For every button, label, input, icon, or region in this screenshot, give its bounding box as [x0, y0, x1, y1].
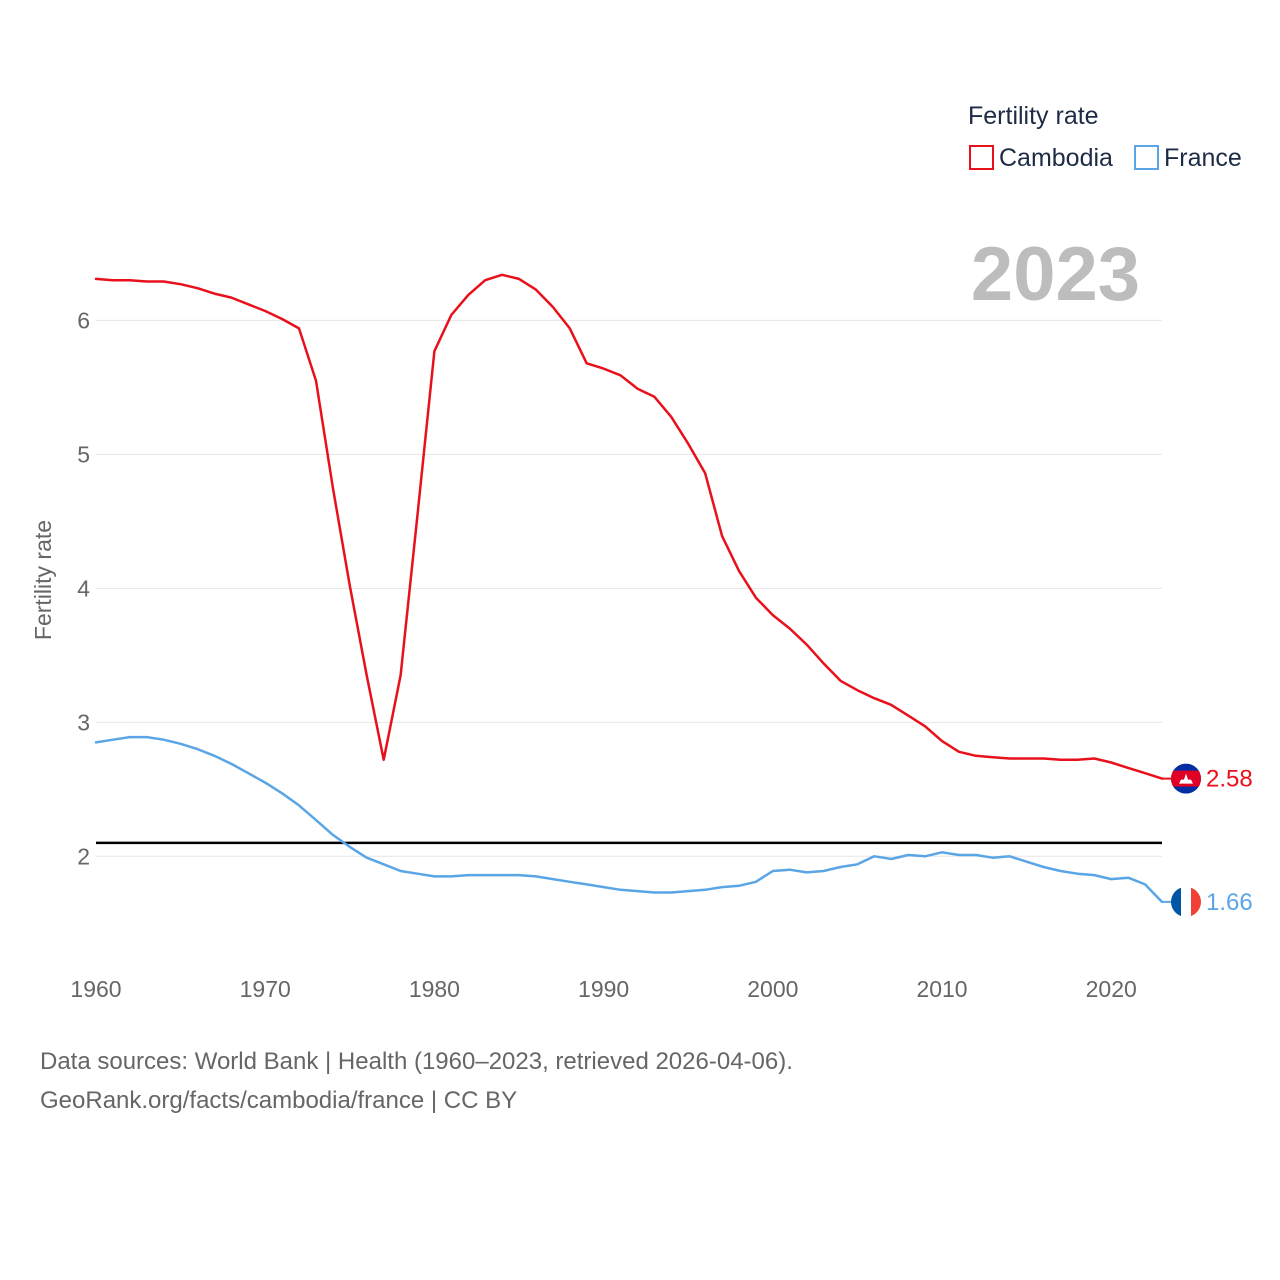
legend-label-cambodia: Cambodia	[999, 144, 1113, 172]
legend-title: Fertility rate	[968, 102, 1099, 130]
year-display: 2023	[971, 232, 1140, 317]
series-line-france[interactable]	[94, 735, 1164, 904]
y-tick-label: 3	[77, 709, 90, 735]
fertility-chart: 2 3 4 5 6 1960 1970 1980 1990 2000 2010 2020 Ferti…	[30, 102, 1253, 1002]
legend-swatch-france	[1134, 145, 1159, 170]
y-tick-label: 5	[77, 441, 90, 467]
y-axis-ticks: 2 3 4 5 6	[77, 307, 90, 869]
france-flag-icon	[1162, 886, 1201, 917]
legend-label-france: France	[1164, 144, 1242, 172]
cambodia-flag-icon	[1162, 763, 1201, 794]
series-lines	[94, 273, 1164, 904]
x-tick-label: 1980	[409, 976, 460, 1002]
y-tick-label: 4	[77, 575, 90, 601]
x-tick-label: 1990	[578, 976, 629, 1002]
credit-link[interactable]: GeoRank.org/facts/cambodia/france | CC B…	[40, 1087, 518, 1114]
series-end-markers: 2.58 1.66	[1162, 763, 1253, 917]
grid-lines	[96, 319, 1162, 857]
x-tick-label: 1970	[240, 976, 291, 1002]
x-tick-label: 1960	[70, 976, 121, 1002]
y-tick-label: 2	[77, 843, 90, 869]
series-line-cambodia[interactable]	[94, 273, 1164, 780]
x-tick-label: 2000	[747, 976, 798, 1002]
end-value-label-france: 1.66	[1206, 889, 1253, 916]
y-axis-title: Fertility rate	[30, 520, 56, 640]
y-tick-label: 6	[77, 307, 90, 333]
legend-swatch-cambodia	[969, 145, 994, 170]
legend-item-cambodia[interactable]: Cambodia	[969, 144, 1113, 172]
x-tick-label: 2020	[1086, 976, 1137, 1002]
footer: Data sources: World Bank | Health (1960–…	[40, 1042, 793, 1120]
x-tick-label: 2010	[916, 976, 967, 1002]
x-axis-ticks: 1960 1970 1980 1990 2000 2010 2020	[70, 976, 1136, 1002]
end-value-label-cambodia: 2.58	[1206, 766, 1253, 793]
legend: Fertility rate Cambodia France	[968, 102, 1242, 172]
legend-item-france[interactable]: France	[1134, 144, 1242, 172]
data-sources-text: Data sources: World Bank | Health (1960–…	[40, 1048, 793, 1075]
